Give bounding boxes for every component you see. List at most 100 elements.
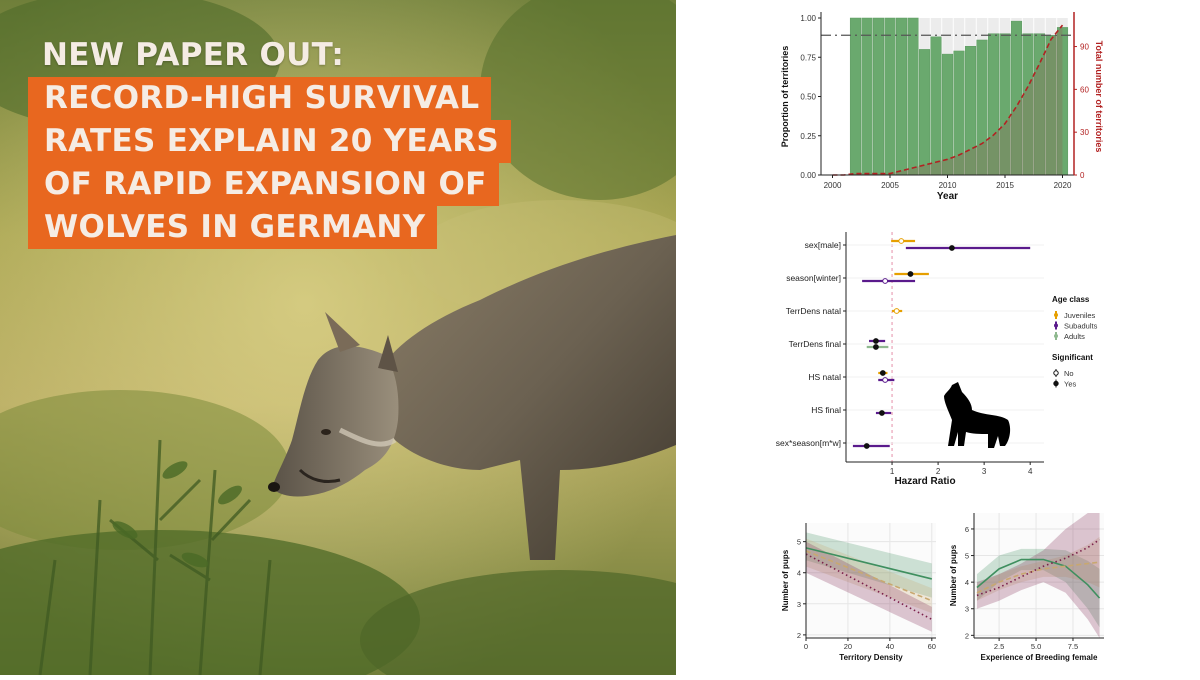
estimate-point: [898, 238, 905, 244]
x-axis-label: Territory Density: [839, 653, 903, 662]
y-tick-label: TerrDens natal: [786, 306, 841, 316]
legend-label: Subadults: [1064, 322, 1098, 331]
y2-tick-label: 0: [1080, 171, 1085, 180]
x-tick-label: 2000: [824, 181, 842, 190]
y2-tick-label: 60: [1080, 85, 1089, 94]
x-tick-label: 5.0: [1031, 642, 1041, 651]
x-tick-label: 7.5: [1068, 642, 1078, 651]
y-tick-label: 0.25: [800, 132, 816, 141]
x-tick-label: 40: [886, 642, 894, 651]
y-axis-label: Number of pups: [949, 544, 958, 606]
y2-tick-label: 30: [1080, 128, 1089, 137]
y-tick-label: 5: [797, 538, 801, 547]
estimate-point: [907, 271, 914, 277]
bar: [861, 17, 873, 176]
y-tick-label: 4: [965, 578, 969, 587]
legend-dot: [1054, 313, 1058, 317]
pups-experience-chart: 2.5 5.0 7.5 2 3 4 5 6 Experience of Breeding fe…: [949, 513, 1104, 662]
y2-tick-label: 90: [1080, 43, 1089, 52]
estimate-point: [879, 370, 886, 376]
legend-label: Juveniles: [1064, 311, 1096, 320]
x-tick-label: 20: [844, 642, 852, 651]
figure-panel: 2000 2005 2010 2015 2020 0.00 0.25 0.50 0.75 1.00…: [676, 0, 1200, 675]
x-tick-label: 2005: [881, 181, 899, 190]
x-axis-label: Year: [937, 191, 958, 202]
x-axis-label: Hazard Ratio: [894, 476, 955, 487]
series-line: [976, 561, 1100, 594]
headline: NEW PAPER OUT: RECORD-HIGH SURVIVAL RATE…: [28, 34, 512, 249]
plot-area: [974, 513, 1104, 638]
headline-line: RECORD-HIGH SURVIVAL: [28, 77, 492, 120]
legend-dot: [1054, 323, 1058, 328]
legend-dot: [1053, 370, 1059, 376]
y-tick-label: sex[male]: [805, 240, 841, 250]
y-tick-label: TerrDens final: [789, 339, 842, 349]
x-tick-label: 2020: [1054, 181, 1072, 190]
x-tick-label: 0: [804, 642, 808, 651]
legend-label: Yes: [1064, 380, 1076, 389]
pups-density-chart: 0 20 40 60 2 3 4 5 Territory Density Number of …: [781, 523, 936, 662]
estimate-point: [873, 344, 879, 350]
y-tick-label: HS natal: [808, 372, 841, 382]
headline-line: WOLVES IN GERMANY: [28, 206, 438, 249]
legend-title-age: Age class: [1052, 295, 1090, 304]
x-tick-label: 1: [890, 467, 895, 476]
legend-dot: [1053, 380, 1059, 387]
series-line: [976, 538, 1101, 597]
bar: [895, 17, 908, 176]
x-tick-label: 2010: [939, 181, 957, 190]
series-line: [805, 553, 933, 621]
y-tick-label: 4: [797, 569, 801, 578]
legend-title-significant: Significant: [1052, 353, 1093, 362]
x-tick-label: 4: [1028, 467, 1033, 476]
confidence-band: [976, 536, 1100, 601]
estimate-point: [863, 443, 870, 449]
y-tick-label: 3: [965, 605, 969, 614]
confidence-band: [806, 532, 932, 598]
territory-count-line: [832, 24, 1064, 176]
y-axis-label: Proportion of territories: [780, 46, 790, 148]
headline-line: RATES EXPLAIN 20 YEARS: [28, 120, 512, 163]
estimate-point: [893, 308, 900, 314]
x-tick-label: 2.5: [994, 642, 1004, 651]
bar: [849, 17, 862, 176]
y-tick-label: 0.00: [800, 171, 816, 180]
series-line: [805, 547, 932, 580]
wolf-silhouette-icon: [944, 382, 1011, 448]
legend-label: No: [1064, 369, 1074, 378]
x-axis-label: Experience of Breeding female: [981, 653, 1098, 662]
y-tick-label: 6: [965, 525, 969, 534]
y-tick-label: HS final: [811, 405, 841, 415]
wolf-figure: [268, 235, 676, 560]
headline-line: OF RAPID EXPANSION OF: [28, 163, 499, 206]
estimate-point: [879, 410, 885, 416]
y-tick-label: 2: [965, 631, 969, 640]
territory-chart: 2000 2005 2010 2015 2020 0.00 0.25 0.50 0.75 1.00…: [780, 12, 1104, 202]
x-tick-label: 2015: [996, 181, 1014, 190]
estimate-point: [882, 278, 889, 284]
headline-intro: NEW PAPER OUT:: [42, 37, 345, 73]
y-tick-label: sex*season[m*w]: [776, 438, 841, 448]
x-tick-label: 2: [936, 467, 941, 476]
hazard-ratio-chart: 1 2 3 4 sex[male] season[winter] TerrDens nata…: [776, 232, 1098, 487]
y-tick-label: 0.75: [800, 53, 816, 62]
estimate-point: [882, 377, 889, 383]
estimate-point: [949, 245, 955, 251]
bar: [918, 49, 931, 176]
x-tick-label: 60: [928, 642, 936, 651]
territory-count-area: [832, 25, 1063, 175]
y-axis-label: Number of pups: [781, 549, 790, 611]
legend-label: Adults: [1064, 332, 1085, 341]
plot-area: [806, 523, 936, 638]
y-tick-label: 1.00: [800, 14, 816, 23]
bar: [930, 36, 942, 176]
y-tick-label: 0.50: [800, 93, 816, 102]
legend-dot: [1054, 334, 1058, 338]
figure-canvas: 2000 2005 2010 2015 20200.000.250.500.751.00…: [776, 12, 1104, 662]
series-line: [976, 558, 1101, 599]
bar: [884, 17, 896, 176]
y-tick-label: 2: [797, 631, 801, 640]
x-tick-label: 3: [982, 467, 987, 476]
bar: [941, 53, 954, 176]
